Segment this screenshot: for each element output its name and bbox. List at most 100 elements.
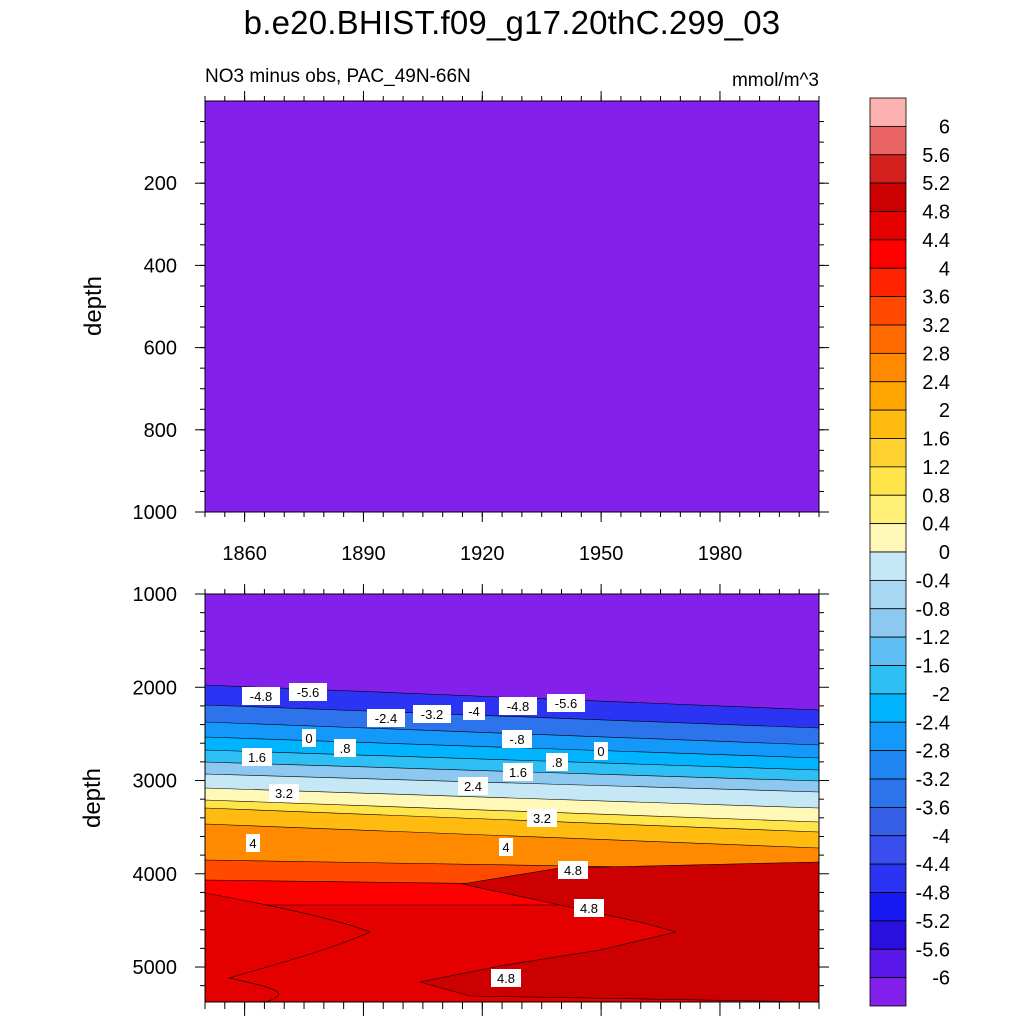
contour-label: -.8 <box>502 730 532 748</box>
top-subtitle-right: mmol/m^3 <box>732 70 819 91</box>
top-fill <box>205 101 819 512</box>
contour-lobe-left <box>205 892 371 1002</box>
colorbar-label: -2.8 <box>916 741 950 763</box>
top-ytick-label: 200 <box>144 173 177 195</box>
top-ytick-label: 400 <box>144 255 177 277</box>
colorbar-box <box>869 352 907 383</box>
bottom-frame <box>204 593 820 1003</box>
colorbar-box <box>869 125 907 156</box>
top-panel: 1860 1890 1920 1950 1980 200 400 600 800 1000 dep… <box>80 91 829 565</box>
colorbar-box <box>869 239 907 269</box>
colorbar-box <box>869 920 907 950</box>
top-ytick-label: 600 <box>144 338 177 360</box>
contour-label: .8 <box>546 753 568 771</box>
colorbar-label: 6 <box>939 116 950 138</box>
contour-label-bg <box>463 702 485 720</box>
colorbar-box <box>869 182 907 212</box>
contour-label-text: 1.6 <box>248 750 266 765</box>
colorbar-box <box>869 466 907 496</box>
colorbar-box <box>869 267 907 298</box>
contour-label-bg <box>499 697 537 715</box>
top-xtick-label: 1890 <box>341 543 386 565</box>
colorbar-box <box>869 835 907 865</box>
contour-label-text: 4 <box>502 840 509 855</box>
bottom-ylabel: depth <box>79 768 106 828</box>
bottom-ticks: 1000 2000 3000 4000 5000 <box>133 584 829 1016</box>
contour-label-bg <box>302 729 316 747</box>
contour-label: 4 <box>246 834 260 852</box>
contour-label: -3.2 <box>413 705 451 723</box>
colorbar-label: 2.4 <box>922 372 950 394</box>
contour-label-text: 4.8 <box>497 971 515 986</box>
contour-label-bg <box>502 730 532 748</box>
contour-label-bg <box>491 969 521 987</box>
colorbar-label: 4.4 <box>922 230 950 252</box>
colorbar-box <box>869 324 907 354</box>
contour-label-bg <box>547 694 585 712</box>
top-xtick-label: 1920 <box>460 543 505 565</box>
colorbar-box <box>869 892 907 922</box>
contour-lobe-4.8 <box>419 861 819 1002</box>
contour-label-text: -4 <box>468 704 480 719</box>
contour-label-text: .8 <box>552 755 563 770</box>
contour-label-bg <box>527 809 557 827</box>
contour-label-bg <box>458 777 488 795</box>
colorbar-box <box>869 863 907 893</box>
contour-label-bg <box>413 705 451 723</box>
contour-label-text: -4.8 <box>250 689 272 704</box>
contour-label: 1.6 <box>242 748 272 766</box>
colorbar-box <box>869 778 907 808</box>
contour-label: 2.4 <box>458 777 488 795</box>
bottom-fill <box>205 594 819 1002</box>
contour-label-text: .8 <box>340 741 351 756</box>
colorbar-label: 3.2 <box>922 315 950 337</box>
colorbar: 6 5.6 5.2 4.8 4.4 4 3.6 3.2 2.8 2.4 2 1.6 1.2 0.8 0.4 0… <box>869 97 950 1007</box>
colorbar-box <box>869 721 907 752</box>
contour-label-bg <box>574 899 604 917</box>
contour-label: -4.8 <box>242 687 280 705</box>
contour-label-text: -5.6 <box>555 696 577 711</box>
colorbar-box <box>869 806 907 837</box>
top-ytick-label: 1000 <box>133 502 178 524</box>
colorbar-label: -3.6 <box>916 797 950 819</box>
contour-label-bg <box>246 834 260 852</box>
colorbar-box <box>869 579 907 610</box>
contour-label: 4 <box>499 838 513 856</box>
colorbar-box <box>869 154 907 184</box>
contour-label: 0 <box>302 729 316 747</box>
bottom-contour-labels: -4.8 -5.6 -2.4 -3.2 -4 -4.8 -5.6 0 .8 -.8 0 1.6 1.6.… <box>242 683 608 987</box>
colorbar-label: 2 <box>939 400 950 422</box>
contour-label: -4.8 <box>499 697 537 715</box>
bottom-ytick-label: 3000 <box>133 771 178 793</box>
colorbar-box <box>869 693 907 723</box>
contour-label-bg <box>367 709 405 727</box>
colorbar-label: 5.2 <box>922 173 950 195</box>
colorbar-box <box>869 296 907 326</box>
contour-label-text: 4.8 <box>580 901 598 916</box>
colorbar-label: -5.6 <box>916 939 950 961</box>
contour-label-text: 0 <box>597 744 604 759</box>
contour-label-bg <box>546 753 568 771</box>
contour-label-text: 4.8 <box>564 863 582 878</box>
colorbar-label: 0.8 <box>922 485 950 507</box>
colorbar-label: 4.8 <box>922 202 950 224</box>
colorbar-box <box>869 608 907 638</box>
contour-label-text: 0 <box>305 731 312 746</box>
contour-label-text: -3.2 <box>421 707 443 722</box>
contour-label: 4.8 <box>558 861 588 879</box>
colorbar-label: -5.2 <box>916 911 950 933</box>
contour-label-text: 2.4 <box>464 779 482 794</box>
top-frame <box>204 100 820 513</box>
contour-label-bg <box>334 739 356 757</box>
contour-label: 1.6 <box>503 763 533 781</box>
colorbar-label: -3.2 <box>916 769 950 791</box>
contour-label-bg <box>242 748 272 766</box>
colorbar-box <box>869 97 907 127</box>
top-xtick-label: 1950 <box>579 543 624 565</box>
contour-label-bg <box>242 687 280 705</box>
contour-label-text: 1.6 <box>509 765 527 780</box>
colorbar-label: 2.8 <box>922 343 950 365</box>
contour-label: 3.2 <box>269 784 299 802</box>
